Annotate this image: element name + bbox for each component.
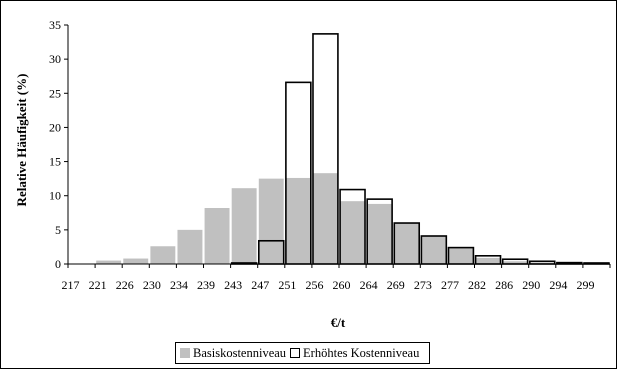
bar-basis bbox=[96, 260, 122, 264]
y-axis-title: Relative Häufigkeit (%) bbox=[14, 74, 29, 207]
bar-basis bbox=[394, 223, 420, 264]
y-tick-label: 20 bbox=[49, 120, 61, 134]
bar-basis bbox=[285, 177, 311, 264]
legend-label-erhoeht: Erhöhtes Kostenniveau bbox=[303, 345, 420, 360]
x-tick-label: 299 bbox=[576, 278, 594, 292]
legend-swatch-erhoeht bbox=[290, 348, 301, 358]
bar-basis bbox=[367, 203, 393, 264]
x-tick-label: 273 bbox=[414, 278, 432, 292]
x-tick-label: 221 bbox=[89, 278, 107, 292]
bar-basis bbox=[258, 178, 284, 264]
bar-basis bbox=[448, 248, 474, 264]
y-tick-label: 25 bbox=[49, 86, 61, 100]
bar-basis bbox=[150, 246, 176, 264]
x-tick-label: 251 bbox=[278, 278, 296, 292]
bar-basis bbox=[502, 261, 528, 264]
legend-item-basis: Basiskostenniveau bbox=[180, 346, 286, 361]
x-tick-label: 286 bbox=[495, 278, 513, 292]
legend-item-erhoeht: Erhöhtes Kostenniveau bbox=[290, 346, 419, 361]
y-tick-label: 0 bbox=[55, 257, 61, 271]
legend: Basiskostenniveau Erhöhtes Kostenniveau bbox=[175, 342, 431, 364]
bar-basis bbox=[204, 208, 230, 264]
x-tick-label: 230 bbox=[143, 278, 161, 292]
y-tick-label: 35 bbox=[49, 18, 61, 32]
bar-basis bbox=[312, 173, 338, 264]
x-axis: 217 221 226 230 234 239 243 247 251 256 260 264 269 2… bbox=[62, 263, 611, 292]
y-axis: 0 5 10 15 20 25 30 35 bbox=[49, 18, 69, 271]
x-tick-label: 247 bbox=[251, 278, 269, 292]
x-tick-label: 260 bbox=[333, 278, 351, 292]
legend-label-basis: Basiskostenniveau bbox=[193, 345, 287, 360]
y-tick-label: 10 bbox=[49, 189, 61, 203]
x-tick-label: 256 bbox=[305, 278, 323, 292]
bar-basis bbox=[231, 188, 257, 264]
y-tick-label: 30 bbox=[49, 52, 61, 66]
x-tick-label: 269 bbox=[387, 278, 405, 292]
x-tick-label: 290 bbox=[522, 278, 540, 292]
x-tick-label: 277 bbox=[441, 278, 459, 292]
bar-basis bbox=[340, 201, 366, 264]
bar-basis bbox=[475, 257, 501, 264]
x-tick-label: 217 bbox=[62, 278, 80, 292]
x-axis-title: €/t bbox=[331, 315, 346, 330]
x-tick-label: 234 bbox=[170, 278, 188, 292]
bars bbox=[96, 33, 610, 265]
x-tick-label: 294 bbox=[549, 278, 567, 292]
bar-basis bbox=[177, 229, 203, 264]
y-tick-label: 5 bbox=[55, 223, 61, 237]
x-tick-label: 282 bbox=[468, 278, 486, 292]
x-tick-label: 226 bbox=[116, 278, 134, 292]
x-tick-label: 239 bbox=[197, 278, 215, 292]
x-tick-label: 264 bbox=[360, 278, 378, 292]
bar-basis bbox=[123, 258, 149, 264]
y-tick-label: 15 bbox=[49, 155, 61, 169]
x-tick-label: 243 bbox=[224, 278, 242, 292]
bar-basis bbox=[421, 236, 447, 264]
legend-swatch-basis bbox=[180, 348, 190, 358]
